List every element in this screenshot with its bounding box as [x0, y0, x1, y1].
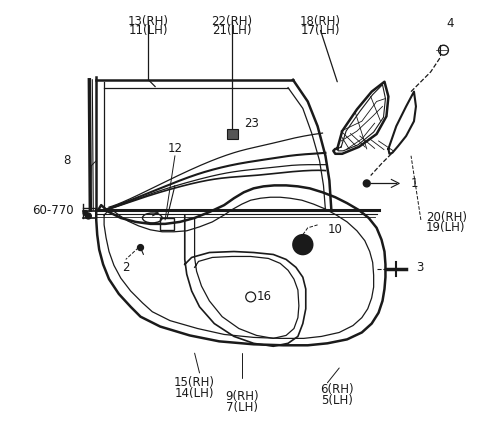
Text: 19(LH): 19(LH) [426, 221, 465, 234]
Text: 17(LH): 17(LH) [301, 25, 340, 37]
Circle shape [293, 235, 312, 255]
Text: 5(LH): 5(LH) [321, 393, 353, 407]
Bar [160, 218, 174, 230]
Text: 9(RH): 9(RH) [225, 390, 259, 403]
Text: 23: 23 [244, 117, 259, 130]
Text: 4: 4 [446, 17, 454, 30]
Text: 20(RH): 20(RH) [426, 212, 467, 224]
Circle shape [85, 213, 91, 219]
Text: 22(RH): 22(RH) [211, 15, 252, 28]
Circle shape [363, 180, 370, 187]
Text: 21(LH): 21(LH) [212, 25, 252, 37]
Text: 1: 1 [411, 177, 419, 190]
Text: 13(RH): 13(RH) [128, 15, 169, 28]
Text: 3: 3 [416, 261, 423, 274]
Text: 16: 16 [257, 290, 272, 304]
Text: 10: 10 [327, 223, 342, 237]
Bar [227, 129, 238, 139]
Text: 18(RH): 18(RH) [300, 15, 341, 28]
Text: 12: 12 [168, 142, 182, 155]
Text: 60-770: 60-770 [32, 203, 74, 217]
Circle shape [298, 240, 308, 249]
Circle shape [83, 211, 88, 215]
Circle shape [138, 245, 144, 251]
Text: 15(RH): 15(RH) [174, 376, 215, 389]
Text: 2: 2 [122, 261, 130, 274]
Text: 6(RH): 6(RH) [321, 383, 354, 396]
Text: 14(LH): 14(LH) [175, 387, 215, 400]
Text: 7(LH): 7(LH) [226, 401, 258, 414]
Text: 8: 8 [63, 154, 71, 167]
Text: 11(LH): 11(LH) [129, 25, 168, 37]
